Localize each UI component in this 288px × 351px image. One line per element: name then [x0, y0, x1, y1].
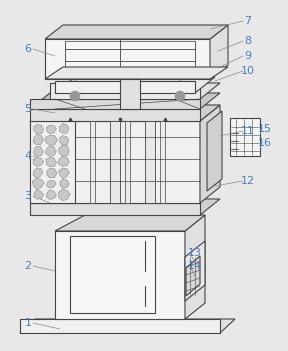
Polygon shape	[50, 83, 220, 99]
Text: 6: 6	[24, 44, 31, 54]
Polygon shape	[59, 124, 69, 133]
Text: 16: 16	[258, 138, 272, 148]
Polygon shape	[30, 121, 75, 203]
Circle shape	[70, 91, 80, 101]
Text: 8: 8	[245, 36, 251, 46]
Text: 2: 2	[24, 261, 32, 271]
Polygon shape	[47, 180, 56, 188]
Polygon shape	[34, 190, 44, 199]
Text: 10: 10	[241, 66, 255, 76]
Polygon shape	[59, 168, 69, 179]
Polygon shape	[33, 134, 44, 145]
Circle shape	[175, 91, 185, 101]
Bar	[30, 203, 200, 215]
Polygon shape	[210, 25, 228, 79]
Bar	[30, 99, 200, 109]
Polygon shape	[30, 105, 220, 121]
Polygon shape	[185, 241, 205, 301]
Text: 7: 7	[245, 16, 251, 26]
Polygon shape	[45, 25, 228, 39]
Bar	[110, 121, 120, 203]
Polygon shape	[45, 67, 228, 79]
Polygon shape	[30, 93, 220, 109]
Polygon shape	[58, 189, 71, 201]
Polygon shape	[185, 215, 205, 319]
Polygon shape	[47, 125, 56, 134]
Polygon shape	[32, 178, 44, 190]
Polygon shape	[33, 158, 44, 166]
Bar	[20, 319, 220, 333]
Polygon shape	[70, 236, 155, 313]
Polygon shape	[55, 215, 205, 231]
Polygon shape	[55, 231, 185, 319]
Polygon shape	[47, 190, 57, 199]
Text: 15: 15	[258, 124, 272, 134]
Polygon shape	[33, 125, 44, 134]
Polygon shape	[60, 179, 69, 188]
Bar	[230, 118, 260, 156]
Bar	[145, 121, 155, 203]
Bar	[125, 121, 130, 203]
Polygon shape	[20, 319, 235, 333]
Text: 3: 3	[24, 191, 31, 201]
Polygon shape	[46, 146, 56, 157]
Text: 9: 9	[245, 51, 251, 61]
Text: 14: 14	[188, 261, 202, 271]
Polygon shape	[30, 199, 220, 215]
Bar	[160, 121, 165, 203]
Polygon shape	[33, 168, 43, 178]
Text: 12: 12	[241, 176, 255, 186]
Polygon shape	[60, 136, 69, 145]
Text: 13: 13	[188, 248, 202, 258]
Bar	[50, 83, 200, 99]
Polygon shape	[186, 256, 200, 296]
Polygon shape	[55, 77, 215, 93]
Bar	[55, 81, 195, 93]
Polygon shape	[46, 158, 57, 167]
Text: 1: 1	[24, 318, 31, 328]
Bar	[120, 79, 140, 109]
Polygon shape	[45, 39, 210, 79]
Text: 11: 11	[241, 126, 255, 136]
Polygon shape	[34, 146, 43, 157]
Polygon shape	[30, 121, 200, 203]
Bar	[90, 121, 95, 203]
Polygon shape	[58, 145, 69, 157]
Polygon shape	[47, 168, 57, 178]
Bar	[30, 109, 200, 121]
Text: 4: 4	[24, 151, 32, 161]
Polygon shape	[59, 156, 69, 166]
Polygon shape	[45, 135, 58, 146]
Polygon shape	[200, 105, 220, 203]
Polygon shape	[207, 111, 222, 191]
Text: 5: 5	[24, 104, 31, 114]
